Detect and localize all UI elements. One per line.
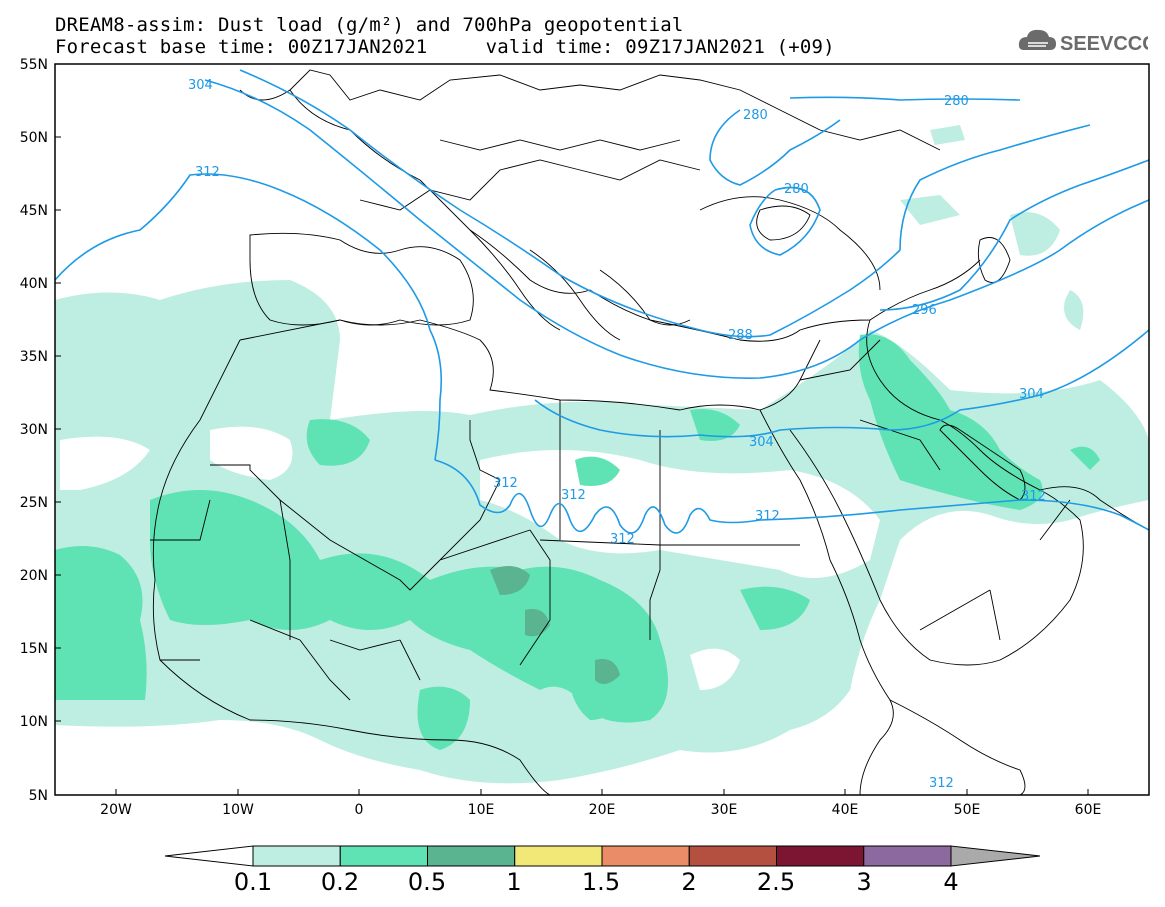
colorbar-tick-label: 2 <box>681 868 697 896</box>
cloud-icon <box>1018 29 1056 50</box>
contour-label: 312 <box>195 165 220 180</box>
contour-280-low <box>749 186 821 256</box>
lat-label: 25N <box>20 495 48 511</box>
colorbar-box <box>601 845 690 867</box>
lat-label: 50N <box>20 130 48 146</box>
contour-312-wave <box>434 459 1149 534</box>
lat-label: 40N <box>20 276 48 292</box>
contour-label: 304 <box>188 78 213 93</box>
dust-level-0.2 <box>55 334 1100 750</box>
colorbar-under-triangle <box>164 845 254 867</box>
contour-280-trough <box>709 109 841 186</box>
colorbar-tick-label: 0.1 <box>233 868 273 896</box>
contour-label: 312 <box>755 509 780 524</box>
longitude-labels: 20W 10W 0 10E 20E 30E 40E 50E 60E <box>100 802 1101 818</box>
contour-label: 312 <box>610 532 635 547</box>
contour-288 <box>239 69 1091 338</box>
contour-label: 296 <box>912 303 937 318</box>
logo-text: SEEVCCC <box>1060 33 1148 55</box>
contour-label: 312 <box>929 776 954 791</box>
colorbar-box <box>252 845 341 867</box>
lon-label: 30E <box>711 802 738 818</box>
contour-304-west <box>204 79 1149 379</box>
lat-label: 30N <box>20 422 48 438</box>
contour-label: 312 <box>493 476 518 491</box>
colorbar-box <box>776 845 865 867</box>
contour-label: 312 <box>1021 489 1046 504</box>
lon-label: 10E <box>468 802 495 818</box>
contour-label: 304 <box>749 435 774 450</box>
colorbar-tick-label: 1 <box>506 868 522 896</box>
lat-label: 10N <box>20 714 48 730</box>
seevccc-logo: SEEVCCC <box>1018 29 1148 55</box>
lat-label: 15N <box>20 641 48 657</box>
lon-label: 10W <box>222 802 254 818</box>
contour-label: 280 <box>784 182 809 197</box>
contour-label: 288 <box>728 328 753 343</box>
geopotential-contours <box>55 69 1149 534</box>
colorbar-box <box>688 845 777 867</box>
lon-label: 0 <box>355 802 364 818</box>
lat-label: 55N <box>20 57 48 73</box>
contour-label: 280 <box>944 94 969 109</box>
colorbar <box>164 845 1041 867</box>
contour-304-south <box>534 329 1149 438</box>
colorbar-box <box>514 845 603 867</box>
contour-label: 280 <box>743 108 768 123</box>
contour-280-ne <box>789 96 1021 101</box>
axis-ticks <box>55 63 1089 795</box>
map-title: DREAM8-assim: Dust load (g/m²) and 700hP… <box>55 14 684 36</box>
colorbar-tick-label: 2.5 <box>756 868 796 896</box>
lat-label: 35N <box>20 349 48 365</box>
lon-label: 40E <box>832 802 859 818</box>
colorbar-tick-label: 0.2 <box>320 868 360 896</box>
colorbar-tick-label: 3 <box>856 868 872 896</box>
lat-label: 20N <box>20 568 48 584</box>
lon-label: 20E <box>589 802 616 818</box>
lat-label: 5N <box>29 788 48 804</box>
latitude-labels: 55N 50N 45N 40N 35N 30N 25N 20N 15N 10N … <box>20 57 48 804</box>
colorbar-box <box>427 845 516 867</box>
dust-level-0.5 <box>490 566 620 684</box>
contour-296 <box>879 159 1149 311</box>
lon-label: 20W <box>100 802 132 818</box>
colorbar-box <box>339 845 428 867</box>
contour-312-north <box>55 173 443 461</box>
colorbar-tick-label: 1.5 <box>581 868 621 896</box>
dust-fields <box>55 125 1149 795</box>
contour-labels: 304 312 280 280 280 288 296 304 304 312 … <box>188 78 1046 791</box>
colorbar-over-triangle <box>950 845 1041 867</box>
lat-label: 45N <box>20 203 48 219</box>
colorbar-tick-label: 0.5 <box>407 868 447 896</box>
colorbar-tick-label: 4 <box>943 868 959 896</box>
lon-label: 60E <box>1075 802 1102 818</box>
contour-label: 312 <box>561 488 586 503</box>
forecast-time-line: Forecast base time: 00Z17JAN2021 valid t… <box>55 36 835 58</box>
colorbar-box <box>863 845 952 867</box>
lon-label: 50E <box>954 802 981 818</box>
contour-label: 304 <box>1019 387 1044 402</box>
coastlines-and-borders <box>150 69 1149 795</box>
